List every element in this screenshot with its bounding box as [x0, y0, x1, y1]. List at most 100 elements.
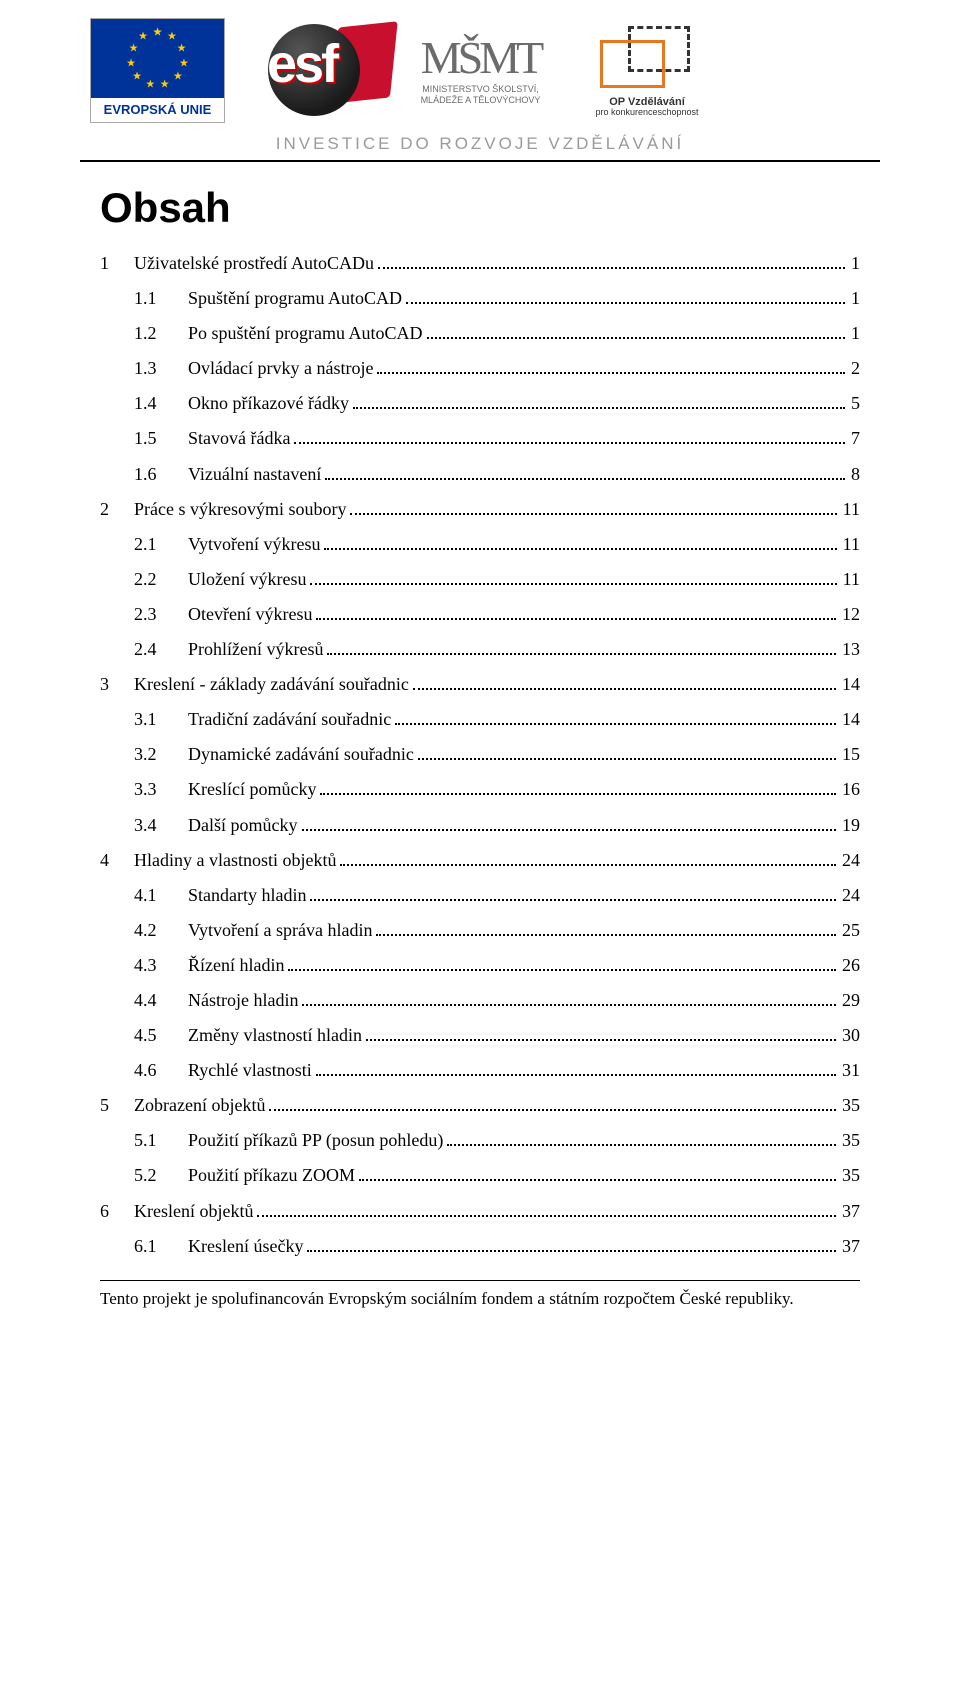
footer-text: Tento projekt je spolufinancován Evropsk…: [0, 1281, 960, 1341]
toc-number: 4.3: [134, 948, 188, 983]
toc-leader: [302, 829, 837, 831]
toc-page: 7: [849, 421, 860, 456]
toc-title: Dynamické zadávání souřadnic: [188, 737, 414, 772]
toc-number: 1.1: [134, 281, 188, 316]
toc-title: Kreslení úsečky: [188, 1229, 303, 1264]
toc-entry: 4.5Změny vlastností hladin30: [100, 1018, 860, 1053]
toc-page: 24: [840, 878, 860, 913]
toc-number: 2.1: [134, 527, 188, 562]
toc-number: 5.1: [134, 1123, 188, 1158]
toc-entry: 2.4Prohlížení výkresů 13: [100, 632, 860, 667]
toc-title: Vytvoření výkresu: [188, 527, 320, 562]
toc-entry: 3.4Další pomůcky19: [100, 808, 860, 843]
toc-number: 4.2: [134, 913, 188, 948]
msmt-sub2: MLÁDEŽE A TĚLOVÝCHOVY: [421, 95, 541, 106]
toc-title: Uložení výkresu: [188, 562, 306, 597]
toc-number: 4.1: [134, 878, 188, 913]
toc-number: 3.4: [134, 808, 188, 843]
toc-leader: [377, 372, 845, 374]
toc-leader: [327, 653, 836, 655]
toc-entry: 5Zobrazení objektů35: [100, 1088, 860, 1123]
toc-entry: 3.2Dynamické zadávání souřadnic15: [100, 737, 860, 772]
toc-entry: 1.5Stavová řádka7: [100, 421, 860, 456]
toc-leader: [376, 934, 836, 936]
msmt-sub1: MINISTERSTVO ŠKOLSTVÍ,: [421, 84, 541, 95]
toc-entry: 2.3Otevření výkresu12: [100, 597, 860, 632]
toc-title: Uživatelské prostředí AutoCADu: [134, 246, 374, 281]
toc-leader: [406, 302, 845, 304]
toc-leader: [269, 1109, 836, 1111]
toc-page: 25: [840, 913, 860, 948]
toc-page: 15: [840, 737, 860, 772]
toc-entry: 2.2Uložení výkresu11: [100, 562, 860, 597]
toc-leader: [418, 758, 836, 760]
toc-page: 8: [849, 457, 860, 492]
toc-entry: 5.1Použití příkazů PP (posun pohledu)35: [100, 1123, 860, 1158]
toc-title: Kreslení - základy zadávání souřadnic: [134, 667, 409, 702]
eu-label: EVROPSKÁ UNIE: [91, 98, 224, 122]
toc-entry: 1.3Ovládací prvky a nástroje2: [100, 351, 860, 386]
toc-leader: [325, 478, 845, 480]
toc-title: Rychlé vlastnosti: [188, 1053, 312, 1088]
toc-page: 29: [840, 983, 860, 1018]
toc-page: 26: [840, 948, 860, 983]
toc-leader: [447, 1144, 836, 1146]
toc-title: Po spuštění programu AutoCAD: [188, 316, 423, 351]
toc-entry: 3Kreslení - základy zadávání souřadnic 14: [100, 667, 860, 702]
toc-leader: [413, 688, 836, 690]
toc-leader: [310, 583, 836, 585]
toc-leader: [353, 407, 845, 409]
toc-number: 4.6: [134, 1053, 188, 1088]
toc-number: 1.2: [134, 316, 188, 351]
toc-title: Vytvoření a správa hladin: [188, 913, 372, 948]
toc-title: Okno příkazové řádky: [188, 386, 349, 421]
toc-number: 5.2: [134, 1158, 188, 1193]
toc-page: 19: [840, 808, 860, 843]
toc-leader: [316, 1074, 836, 1076]
toc-title: Tradiční zadávání souřadnic: [188, 702, 391, 737]
toc-page: 11: [841, 492, 860, 527]
toc-page: 11: [841, 562, 860, 597]
opvk-graphic-icon: [600, 22, 695, 92]
toc-title: Otevření výkresu: [188, 597, 312, 632]
toc-page: 14: [840, 667, 860, 702]
toc-leader: [366, 1039, 836, 1041]
toc-title: Prohlížení výkresů: [188, 632, 323, 667]
toc-number: 4: [100, 843, 134, 878]
toc-entry: 2.1Vytvoření výkresu 11: [100, 527, 860, 562]
toc-title: Řízení hladin: [188, 948, 284, 983]
toc-title: Nástroje hladin: [188, 983, 298, 1018]
toc-entry: 6Kreslení objektů37: [100, 1194, 860, 1229]
toc-number: 2.4: [134, 632, 188, 667]
toc-title: Použití příkazů PP (posun pohledu): [188, 1123, 443, 1158]
toc-page: 11: [841, 527, 860, 562]
content-area: Obsah 1Uživatelské prostředí AutoCADu11.…: [0, 162, 960, 1274]
toc-number: 4.4: [134, 983, 188, 1018]
toc-leader: [307, 1250, 836, 1252]
toc-page: 37: [840, 1194, 860, 1229]
toc-number: 3: [100, 667, 134, 702]
toc-entry: 1.4Okno příkazové řádky5: [100, 386, 860, 421]
toc-leader: [359, 1179, 836, 1181]
toc-title: Spuštění programu AutoCAD: [188, 281, 402, 316]
toc-title: Změny vlastností hladin: [188, 1018, 362, 1053]
toc-entry: 4.3Řízení hladin 26: [100, 948, 860, 983]
toc-page: 13: [840, 632, 860, 667]
toc-entry: 1.1Spuštění programu AutoCAD1: [100, 281, 860, 316]
page-title: Obsah: [100, 184, 860, 232]
esf-logo: esf: [239, 15, 389, 125]
toc-entry: 5.2Použití příkazu ZOOM35: [100, 1158, 860, 1193]
toc-title: Práce s výkresovými soubory: [134, 492, 346, 527]
esf-text-icon: esf: [267, 33, 336, 95]
toc-entry: 4.2Vytvoření a správa hladin 25: [100, 913, 860, 948]
toc-entry: 3.3Kreslící pomůcky16: [100, 772, 860, 807]
toc-leader: [310, 899, 836, 901]
header-logo-row: ★ ★ ★ ★ ★ ★ ★ ★ ★ ★ ★ ★ EVROPSKÁ UNIE es…: [0, 0, 960, 130]
eu-flag-logo: ★ ★ ★ ★ ★ ★ ★ ★ ★ ★ ★ ★ EVROPSKÁ UNIE: [90, 18, 225, 123]
toc-leader: [288, 969, 836, 971]
toc-page: 35: [840, 1088, 860, 1123]
toc-number: 1.4: [134, 386, 188, 421]
toc-leader: [378, 267, 845, 269]
toc-leader: [302, 1004, 836, 1006]
toc-page: 1: [849, 246, 860, 281]
